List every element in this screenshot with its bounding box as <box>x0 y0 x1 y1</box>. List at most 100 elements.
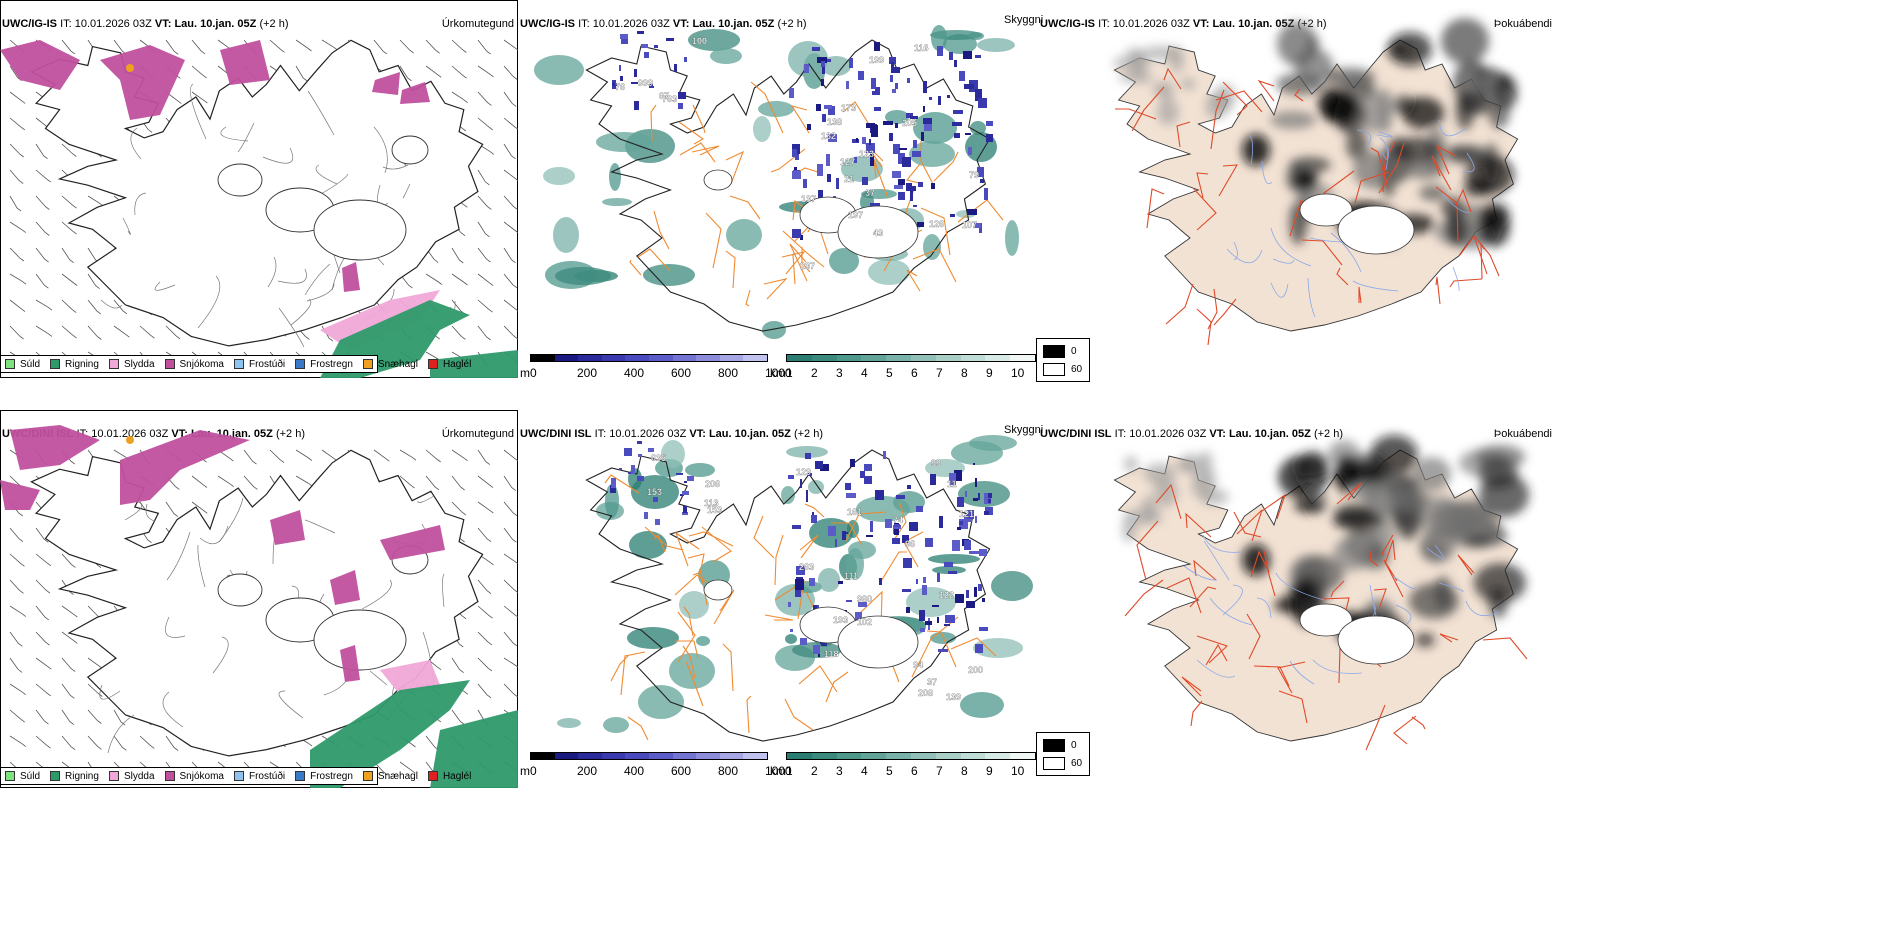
colorbar-cell <box>886 355 911 361</box>
precip-legend: Súld Rigning Slydda Snjókoma Frostúði Frostre… <box>0 767 471 785</box>
legend-label: 60 <box>1071 364 1083 375</box>
legend-item: Súld <box>5 359 40 370</box>
colorbar-tick: 9 <box>986 764 993 778</box>
init-time: 10.01.2026 03Z <box>1129 428 1207 440</box>
road-network <box>1115 67 1500 346</box>
legend-item: Frostúði <box>233 770 286 782</box>
visibility-value: 122 <box>939 590 954 600</box>
legend-item: Slydda <box>108 771 155 782</box>
precip-area <box>100 45 185 120</box>
colorbar-tick: 1 <box>786 764 793 778</box>
colorbar-cells <box>786 354 1036 362</box>
fog-panel: UWC/DINI ISL IT: 10.01.2026 03Z VT: Lau.… <box>1036 410 1556 810</box>
legend-item: Snjókoma <box>164 770 224 782</box>
panel-title: Þokuábendi <box>1493 18 1552 30</box>
colorbar-tick: 10 <box>1011 366 1025 380</box>
legend-item: Slydda <box>108 359 155 370</box>
road-network <box>1124 482 1528 751</box>
run-header: UWC/DINI ISL IT: 10.01.2026 03Z VT: Lau.… <box>520 428 823 441</box>
coastline <box>585 39 991 332</box>
fog-legend: 0 60 <box>1036 338 1090 382</box>
visibility-value: 43 <box>873 228 883 238</box>
precip-area <box>380 660 440 695</box>
colorbar-cell <box>625 355 649 361</box>
legend-item: Frostregn <box>295 359 353 370</box>
visibility-value: 21 <box>844 174 854 184</box>
visibility-value: 94 <box>913 660 923 670</box>
glacier-outline <box>391 135 429 165</box>
legend-label: Frostúði <box>248 358 286 370</box>
lead-offset: (+2 h) <box>275 428 305 440</box>
colorbar-cells <box>530 752 768 760</box>
run-header: UWC/IG-IS IT: 10.01.2026 03Z VT: Lau. 10… <box>2 18 288 31</box>
colorbar-cell <box>648 753 673 759</box>
valid-time-label: VT: <box>689 428 706 440</box>
visibility-value: 635 <box>651 453 666 463</box>
legend-swatch <box>50 359 61 369</box>
visibility-value: 200 <box>968 665 983 675</box>
visibility-value: 161 <box>847 507 862 517</box>
run-header: UWC/DINI ISL IT: 10.01.2026 03Z VT: Lau.… <box>1040 428 1343 441</box>
glacier-outline <box>313 609 407 671</box>
init-time: 10.01.2026 03Z <box>1112 18 1190 30</box>
legend-swatch <box>108 359 119 369</box>
colorbar-cell <box>836 753 862 759</box>
cloud-base-colorbar: m 0 200 400 600 800 1000 <box>520 752 792 778</box>
visibility-value: 193 <box>833 615 848 625</box>
visibility-value: 79 <box>969 170 979 180</box>
map-frame <box>0 0 518 378</box>
visibility-value: 138 <box>827 117 842 127</box>
init-time: 10.01.2026 03Z <box>74 18 152 30</box>
legend-item: Rigning <box>50 771 99 782</box>
legend-swatch <box>233 771 244 781</box>
colorbar-cell <box>601 753 626 759</box>
glacier-outline <box>1299 603 1353 637</box>
colorbar-cell <box>719 753 744 759</box>
colorbar-tick: 6 <box>911 764 918 778</box>
legend-label: 0 <box>1071 740 1077 751</box>
colorbar-tick: 9 <box>986 366 993 380</box>
colorbar-cell <box>578 355 602 361</box>
visibility-value: 96 <box>905 539 915 549</box>
run-header: UWC/IG-IS IT: 10.01.2026 03Z VT: Lau. 10… <box>1040 18 1326 31</box>
visibility-value: 137 <box>801 194 816 204</box>
valid-time-label: VT: <box>1209 428 1226 440</box>
precip-area <box>270 510 305 545</box>
init-time-label: IT: <box>1114 428 1127 440</box>
colorbar-cell <box>985 355 1011 361</box>
colorbar-tick: 3 <box>836 366 843 380</box>
visibility-value: 206 <box>705 479 720 489</box>
colorbar-tick: 7 <box>936 366 943 380</box>
cloud-base-colorbar: m 0 200 400 600 800 1000 <box>520 354 792 380</box>
legend-swatch <box>5 771 15 781</box>
legend-swatch <box>164 771 175 781</box>
visibility-value: 123 <box>859 149 874 159</box>
visibility-panel: UWC/DINI ISL IT: 10.01.2026 03Z VT: Lau.… <box>518 410 1043 810</box>
colorbar-cell <box>811 355 837 361</box>
colorbar-cell <box>531 355 555 361</box>
precip-area <box>400 82 430 104</box>
visibility-value: 980 <box>857 594 872 604</box>
visibility-value: 263 <box>799 562 814 572</box>
panel-title: Skyggni <box>1004 424 1044 436</box>
colorbar-tick: 600 <box>671 764 692 778</box>
precip-map <box>0 425 518 788</box>
colorbar-cell <box>648 355 673 361</box>
legend-label: Frostúði <box>248 770 286 782</box>
colorbar-unit: km <box>770 366 786 380</box>
legend-swatch <box>1043 345 1065 358</box>
init-time-label: IT: <box>594 428 607 440</box>
precip-area <box>320 290 440 350</box>
model-name: UWC/IG-IS <box>1040 18 1095 30</box>
visibility-value: 111 <box>844 571 858 581</box>
colorbar-tick: 600 <box>671 366 692 380</box>
legend-swatch <box>427 771 438 781</box>
init-time: 10.01.2026 03Z <box>91 428 169 440</box>
colorbar-unit: m <box>520 366 530 380</box>
legend-label: 60 <box>1071 758 1083 769</box>
legend-label: Snjókoma <box>179 770 224 782</box>
visibility-value: 74 <box>893 515 903 525</box>
colorbar-tick: 800 <box>718 366 739 380</box>
precip-area <box>120 430 250 505</box>
precip-area <box>330 570 360 605</box>
